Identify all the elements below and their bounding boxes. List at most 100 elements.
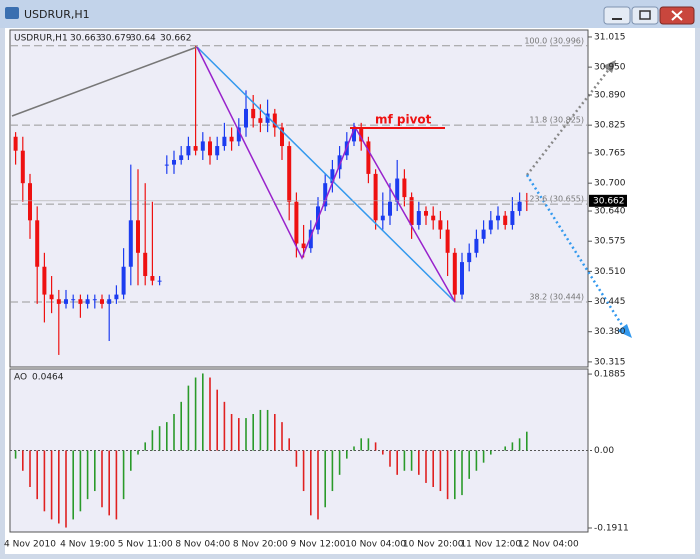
info-text: 30.663 bbox=[70, 34, 102, 44]
close-icon bbox=[671, 10, 683, 21]
candle-body bbox=[272, 113, 277, 128]
candle-body bbox=[42, 266, 47, 295]
fib-label: 100.0 (30.996) bbox=[524, 36, 584, 45]
candle-body bbox=[438, 220, 443, 230]
fib-label: 38.2 (30.444) bbox=[529, 293, 584, 302]
x-tick-label: 12 Nov 04:00 bbox=[518, 540, 579, 550]
candle-body bbox=[445, 229, 450, 253]
candle-body bbox=[150, 276, 155, 281]
x-tick-label: 5 Nov 11:00 bbox=[118, 540, 173, 550]
candle-body bbox=[100, 299, 104, 304]
info-text: 30.679 bbox=[100, 34, 132, 44]
current-price: 30.662 bbox=[593, 196, 625, 206]
info-text: 30.64 bbox=[130, 34, 156, 44]
y-tick-label: -0.1911 bbox=[594, 523, 629, 533]
y-tick-label: 30.510 bbox=[594, 267, 626, 277]
y-tick-label: 30.315 bbox=[594, 357, 626, 367]
candle-body bbox=[287, 146, 292, 202]
x-tick-label: 9 Nov 12:00 bbox=[291, 540, 346, 550]
candle-body bbox=[85, 299, 90, 304]
candle-body bbox=[359, 127, 364, 142]
candle-body bbox=[460, 262, 464, 295]
candle-body bbox=[323, 183, 328, 207]
candle-body bbox=[517, 201, 522, 212]
y-tick-label: 30.700 bbox=[594, 179, 626, 189]
candle-body bbox=[20, 150, 25, 184]
candle-body bbox=[503, 215, 508, 225]
candle-body bbox=[251, 108, 256, 119]
y-tick-label: 30.575 bbox=[594, 237, 626, 247]
candle-body bbox=[366, 141, 371, 174]
x-tick-label: 10 Nov 20:00 bbox=[403, 540, 464, 550]
candle-body bbox=[337, 155, 342, 170]
candle-body bbox=[510, 211, 515, 225]
y-tick-label: 30.640 bbox=[594, 207, 626, 217]
candle-body bbox=[380, 215, 385, 221]
candle-body bbox=[474, 238, 479, 253]
maximize-button[interactable] bbox=[631, 6, 659, 25]
candle-body bbox=[35, 220, 40, 267]
candle-body bbox=[157, 280, 162, 282]
x-tick-label: 10 Nov 04:00 bbox=[345, 540, 406, 550]
candle-body bbox=[222, 136, 227, 147]
candle-body bbox=[352, 127, 356, 142]
trend-line bbox=[196, 46, 456, 303]
candle-body bbox=[49, 294, 54, 300]
y-tick-label: 0.1885 bbox=[594, 370, 626, 380]
candle-body bbox=[294, 201, 299, 244]
y-tick-label: 0.00 bbox=[594, 446, 614, 456]
candle-body bbox=[107, 299, 112, 304]
candle-body bbox=[236, 127, 241, 142]
trend-line bbox=[11, 46, 198, 117]
indicator-name: AO bbox=[14, 373, 27, 383]
y-tick-label: 30.950 bbox=[594, 63, 626, 73]
fib-label: 11.8 (30.825) bbox=[529, 116, 584, 125]
candle-body bbox=[496, 215, 500, 221]
fib-label: 23.6 (30.655) bbox=[529, 195, 584, 204]
candle-body bbox=[193, 146, 198, 151]
candle-body bbox=[136, 220, 140, 253]
candle-body bbox=[280, 127, 284, 147]
candle-body bbox=[452, 252, 457, 295]
app-icon bbox=[5, 7, 19, 19]
candle-body bbox=[258, 118, 263, 123]
candle-body bbox=[13, 136, 18, 151]
info-text: USDRUR,H1 bbox=[14, 34, 68, 44]
y-tick-label: 31.015 bbox=[594, 32, 626, 42]
candle-body bbox=[373, 173, 378, 221]
candle-body bbox=[64, 299, 68, 304]
candle-body bbox=[481, 229, 486, 239]
main-panel bbox=[9, 29, 589, 368]
candle-body bbox=[114, 294, 119, 300]
candle-body bbox=[92, 299, 97, 301]
maximize-icon bbox=[639, 10, 651, 20]
candle-body bbox=[416, 211, 421, 225]
candle-body bbox=[424, 211, 428, 216]
price-box bbox=[589, 194, 627, 207]
candle-body bbox=[308, 229, 313, 249]
candle-body bbox=[301, 243, 306, 249]
candle-body bbox=[128, 220, 133, 267]
candle-body bbox=[121, 266, 126, 295]
indicator-value: 0.0464 bbox=[32, 373, 64, 383]
arrow-head bbox=[603, 60, 616, 73]
candle-body bbox=[164, 164, 169, 166]
candle-body bbox=[431, 215, 436, 221]
candle-body bbox=[402, 178, 407, 198]
minimize-button[interactable] bbox=[603, 6, 631, 25]
candle-body bbox=[229, 136, 234, 142]
x-tick-label: 4 Nov 19:00 bbox=[60, 540, 115, 550]
x-tick-label: 4 Nov 2010 bbox=[4, 540, 56, 550]
candle-body bbox=[56, 299, 61, 304]
x-tick-label: 8 Nov 20:00 bbox=[233, 540, 288, 550]
info-text: 30.662 bbox=[160, 34, 192, 44]
candle-body bbox=[179, 155, 184, 160]
candle-body bbox=[172, 159, 176, 165]
candle-body bbox=[409, 197, 414, 225]
candle-body bbox=[71, 299, 76, 301]
candle-body bbox=[488, 220, 493, 230]
x-tick-label: 8 Nov 04:00 bbox=[175, 540, 230, 550]
candle-body bbox=[388, 201, 392, 216]
y-tick-label: 30.825 bbox=[594, 121, 626, 131]
